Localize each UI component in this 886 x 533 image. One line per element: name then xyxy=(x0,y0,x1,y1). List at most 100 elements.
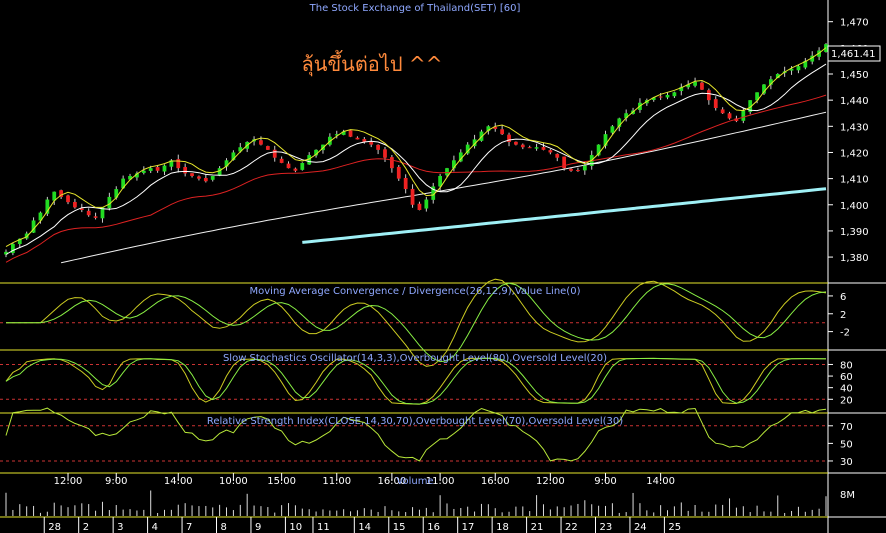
volume-title: Volume xyxy=(396,476,433,487)
time-tick-label: 9:00 xyxy=(594,476,616,487)
candle-body xyxy=(610,126,615,133)
candle-body xyxy=(390,157,394,169)
candle-body xyxy=(224,160,229,167)
ma-red-line xyxy=(5,94,827,263)
day-tick-label: 25 xyxy=(668,522,681,533)
ma-yellow-line xyxy=(5,47,827,248)
indicator-lines xyxy=(0,278,828,462)
candle-body xyxy=(307,155,312,165)
day-tick-label: 24 xyxy=(634,522,647,533)
candle-body xyxy=(141,170,146,173)
candle-body xyxy=(176,159,181,169)
macd-y-tick-label: -2 xyxy=(840,328,850,339)
candle-body xyxy=(651,97,656,100)
stoch-y-tick-label: 40 xyxy=(840,384,853,395)
candle-body xyxy=(500,129,505,135)
day-tick-label: 17 xyxy=(462,522,475,533)
day-tick-label: 8 xyxy=(221,522,227,533)
candle-body xyxy=(486,126,491,132)
day-tick-label: 16 xyxy=(427,522,440,533)
day-tick-label: 2 xyxy=(83,522,89,533)
candle-body xyxy=(445,168,449,176)
main-y-tick-label: 1,410 xyxy=(840,175,869,186)
candle-body xyxy=(431,186,436,200)
day-tick-label: 23 xyxy=(599,522,612,533)
candle-body xyxy=(279,158,284,163)
candlesticks xyxy=(4,43,828,258)
candle-body xyxy=(355,137,360,140)
time-tick-label: 9:00 xyxy=(105,476,127,487)
candle-body xyxy=(231,152,236,161)
day-tick-label: 11 xyxy=(317,522,330,533)
candle-body xyxy=(314,149,318,156)
candle-body xyxy=(576,170,580,172)
candle-body xyxy=(603,134,608,146)
ema-long-line xyxy=(60,111,827,264)
candle-body xyxy=(38,212,43,221)
candle-body xyxy=(520,144,525,148)
candle-body xyxy=(727,113,732,119)
candle-body xyxy=(458,152,463,162)
candle-body xyxy=(52,191,57,201)
candle-body xyxy=(369,141,374,145)
candle-body xyxy=(148,168,153,171)
candle-body xyxy=(624,113,629,119)
candle-body xyxy=(700,82,704,90)
candle-body xyxy=(748,100,753,112)
rsi-y-tick-label: 30 xyxy=(840,457,853,468)
macd-y-tick-label: 6 xyxy=(840,292,846,303)
candle-body xyxy=(803,60,808,68)
moving-average-lines xyxy=(5,47,827,263)
ma-white-short-line xyxy=(5,63,827,255)
time-tick-label: 11:00 xyxy=(426,476,455,487)
day-tick-label: 28 xyxy=(48,522,61,533)
axis-labels: 1,4701,4601,4501,4401,4301,4201,4101,400… xyxy=(43,18,869,533)
candle-body xyxy=(334,134,339,136)
stoch-y-tick-label: 20 xyxy=(840,395,853,406)
candle-body xyxy=(86,210,91,216)
candle-body xyxy=(582,165,587,171)
candle-body xyxy=(11,244,15,254)
ema-long-cyan-line xyxy=(302,187,827,244)
main-y-tick-label: 1,390 xyxy=(840,227,869,238)
candle-body xyxy=(534,147,539,149)
candle-body xyxy=(73,201,77,208)
candle-body xyxy=(596,144,601,156)
candle-body xyxy=(693,81,697,86)
candle-body xyxy=(493,126,498,129)
candle-body xyxy=(238,147,243,152)
candle-body xyxy=(45,199,50,214)
ema-long-white-line xyxy=(60,111,827,264)
day-tick-label: 14 xyxy=(358,522,371,533)
main-y-tick-label: 1,400 xyxy=(840,201,869,212)
candle-body xyxy=(272,149,277,158)
candle-body xyxy=(265,146,270,150)
main-y-tick-label: 1,440 xyxy=(840,96,869,107)
chart-annotation: ลุ้นขึ้นต่อไป ^^ xyxy=(302,50,443,77)
candle-body xyxy=(217,168,222,176)
candle-body xyxy=(17,238,22,244)
candle-body xyxy=(293,168,298,171)
main-y-tick-label: 1,380 xyxy=(840,253,869,264)
main-y-tick-label: 1,420 xyxy=(840,148,869,159)
candle-body xyxy=(755,92,759,101)
candle-body xyxy=(438,176,442,187)
candle-body xyxy=(514,141,518,145)
candle-body xyxy=(114,189,119,198)
candle-body xyxy=(396,166,401,179)
time-tick-label: 14:00 xyxy=(164,476,193,487)
candle-body xyxy=(569,168,573,171)
candle-body xyxy=(128,176,132,180)
candle-body xyxy=(720,109,725,114)
candle-body xyxy=(665,94,670,98)
candle-body xyxy=(197,176,201,179)
candle-body xyxy=(452,160,456,169)
candle-body xyxy=(775,74,780,79)
day-tick-label: 22 xyxy=(565,522,578,533)
candle-body xyxy=(210,176,215,180)
candle-body xyxy=(66,195,70,203)
candle-body xyxy=(507,134,511,142)
candle-body xyxy=(706,90,711,101)
